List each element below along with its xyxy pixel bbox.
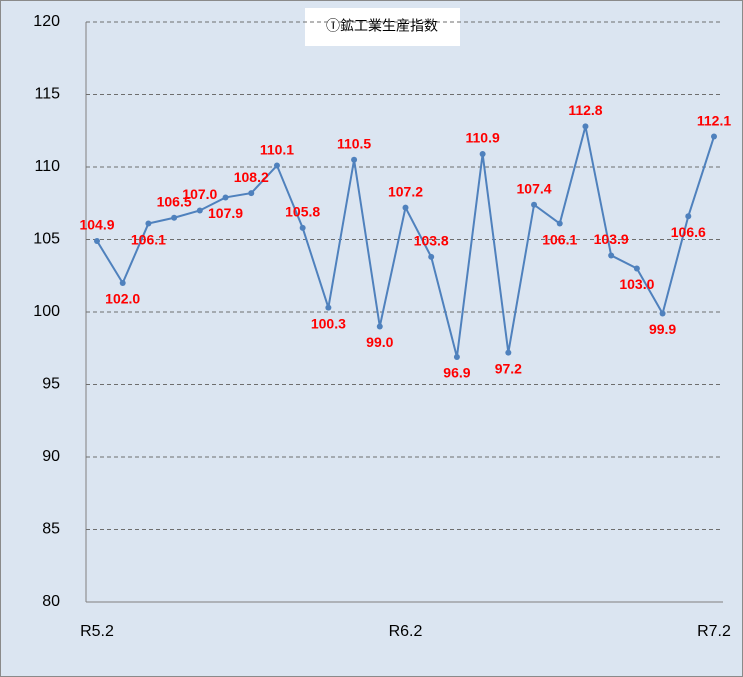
data-label: 107.9	[208, 205, 243, 221]
data-label: 106.6	[671, 224, 706, 240]
data-label: 105.8	[285, 204, 320, 220]
chart-title: ①鉱工業生産指数	[326, 18, 438, 34]
data-point	[402, 204, 409, 211]
data-label: 103.8	[414, 233, 449, 249]
data-point	[171, 214, 178, 221]
data-label: 104.9	[79, 217, 114, 233]
y-tick-label: 100	[33, 303, 60, 320]
data-point	[248, 190, 255, 197]
data-label: 108.2	[234, 169, 269, 185]
x-tick-label: R5.2	[80, 623, 114, 640]
data-label: 107.4	[517, 180, 552, 196]
data-label: 103.9	[594, 231, 629, 247]
data-point	[428, 253, 435, 260]
x-tick-label: R6.2	[389, 623, 423, 640]
y-tick-label: 85	[42, 521, 60, 538]
data-label: 103.0	[619, 276, 654, 292]
data-point	[608, 252, 615, 259]
data-point	[299, 224, 306, 231]
data-label: 112.1	[697, 112, 731, 128]
data-label: 106.1	[131, 231, 166, 247]
data-point	[453, 353, 460, 360]
y-tick-label: 95	[42, 376, 60, 393]
data-label: 110.1	[260, 141, 294, 157]
data-point	[351, 156, 358, 163]
data-label: 99.0	[366, 334, 393, 350]
y-tick-label: 115	[34, 86, 60, 103]
data-point	[196, 207, 203, 214]
data-point	[556, 220, 563, 227]
data-label: 110.9	[465, 130, 499, 146]
data-point	[222, 194, 229, 201]
data-point	[145, 220, 152, 227]
data-point	[325, 304, 332, 311]
data-point	[505, 349, 512, 356]
data-point	[711, 133, 717, 140]
data-point	[685, 213, 692, 220]
data-point	[119, 280, 126, 286]
data-point	[659, 310, 666, 317]
y-tick-label: 110	[34, 158, 60, 175]
data-label: 100.3	[311, 315, 346, 331]
y-tick-label: 105	[33, 231, 60, 248]
data-point	[582, 123, 589, 130]
data-label: 110.5	[337, 135, 371, 151]
data-point	[376, 323, 383, 330]
data-point	[531, 201, 538, 208]
y-tick-label: 90	[42, 448, 60, 465]
data-label: 96.9	[443, 365, 470, 381]
data-label: 107.0	[182, 186, 217, 202]
data-label: 107.2	[388, 183, 423, 199]
data-label: 99.9	[649, 321, 676, 337]
y-tick-label: 80	[42, 593, 60, 610]
data-point	[273, 162, 280, 169]
data-label: 112.8	[568, 102, 602, 118]
title-box	[305, 8, 460, 46]
data-label: 97.2	[495, 360, 522, 376]
data-point	[479, 150, 486, 157]
data-label: 106.5	[157, 193, 192, 209]
data-point	[633, 265, 640, 272]
y-tick-label: 120	[33, 13, 60, 30]
data-label: 106.1	[542, 231, 577, 247]
data-label: 102.0	[105, 291, 140, 307]
data-point	[94, 237, 100, 244]
x-tick-label: R7.2	[697, 623, 731, 640]
